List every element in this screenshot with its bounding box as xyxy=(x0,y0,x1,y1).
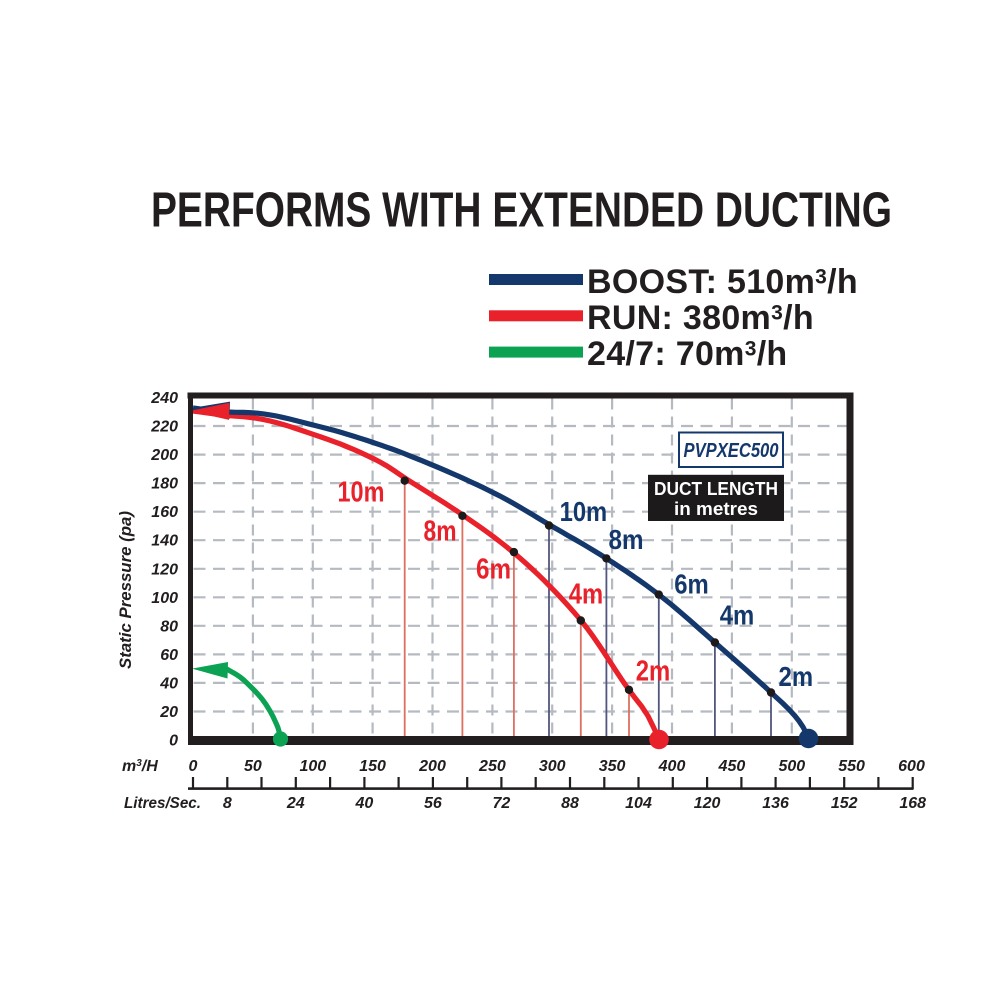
svg-text:160: 160 xyxy=(151,504,178,521)
svg-text:180: 180 xyxy=(151,476,178,493)
svg-text:PVPXEC500: PVPXEC500 xyxy=(684,440,779,462)
svg-text:120: 120 xyxy=(151,561,178,578)
svg-text:150: 150 xyxy=(359,758,386,775)
svg-text:4m: 4m xyxy=(720,600,755,631)
svg-text:88: 88 xyxy=(561,795,579,812)
svg-text:in metres: in metres xyxy=(674,499,758,519)
svg-text:0: 0 xyxy=(169,733,178,750)
svg-text:8m: 8m xyxy=(424,516,457,548)
svg-text:220: 220 xyxy=(150,419,178,436)
svg-text:PERFORMS WITH EXTENDED DUCTING: PERFORMS WITH EXTENDED DUCTING xyxy=(151,183,892,238)
svg-text:450: 450 xyxy=(718,758,746,775)
svg-text:140: 140 xyxy=(151,533,178,550)
svg-text:350: 350 xyxy=(599,758,626,775)
svg-text:10m: 10m xyxy=(338,477,385,509)
svg-text:60: 60 xyxy=(160,647,178,664)
svg-text:120: 120 xyxy=(694,795,721,812)
svg-text:100: 100 xyxy=(151,590,178,607)
svg-text:400: 400 xyxy=(658,758,686,775)
svg-text:168: 168 xyxy=(899,795,926,812)
svg-text:72: 72 xyxy=(493,795,511,812)
svg-text:8m: 8m xyxy=(609,524,644,555)
svg-text:600: 600 xyxy=(898,758,925,775)
svg-text:2m: 2m xyxy=(779,661,814,692)
svg-text:80: 80 xyxy=(160,618,178,635)
svg-text:4m: 4m xyxy=(569,579,603,611)
svg-text:200: 200 xyxy=(150,447,178,464)
svg-text:24: 24 xyxy=(286,795,305,812)
svg-text:250: 250 xyxy=(478,758,506,775)
svg-text:24/7: 70m3/h: 24/7: 70m3/h xyxy=(587,335,788,373)
svg-text:BOOST: 510m3/h: BOOST: 510m3/h xyxy=(587,263,858,301)
svg-text:40: 40 xyxy=(159,675,178,692)
svg-text:550: 550 xyxy=(838,758,865,775)
svg-text:6m: 6m xyxy=(476,554,511,586)
svg-text:Litres/Sec.: Litres/Sec. xyxy=(124,795,201,812)
svg-text:50: 50 xyxy=(244,758,262,775)
svg-text:6m: 6m xyxy=(674,568,709,599)
svg-text:300: 300 xyxy=(539,758,566,775)
svg-text:10m: 10m xyxy=(560,496,608,527)
svg-text:m3/H: m3/H xyxy=(122,758,158,775)
svg-text:136: 136 xyxy=(762,795,789,812)
svg-text:104: 104 xyxy=(625,795,652,812)
svg-text:152: 152 xyxy=(831,795,858,812)
svg-text:56: 56 xyxy=(424,795,442,812)
svg-text:20: 20 xyxy=(159,704,178,721)
svg-text:240: 240 xyxy=(150,390,178,407)
svg-text:2m: 2m xyxy=(636,656,671,688)
svg-text:8: 8 xyxy=(223,795,232,812)
svg-text:0: 0 xyxy=(189,758,198,775)
svg-text:500: 500 xyxy=(778,758,805,775)
svg-text:200: 200 xyxy=(418,758,446,775)
svg-text:Static Pressure (pa): Static Pressure (pa) xyxy=(116,511,135,669)
svg-text:DUCT LENGTH: DUCT LENGTH xyxy=(654,479,778,499)
svg-text:100: 100 xyxy=(299,758,326,775)
svg-text:40: 40 xyxy=(355,795,374,812)
